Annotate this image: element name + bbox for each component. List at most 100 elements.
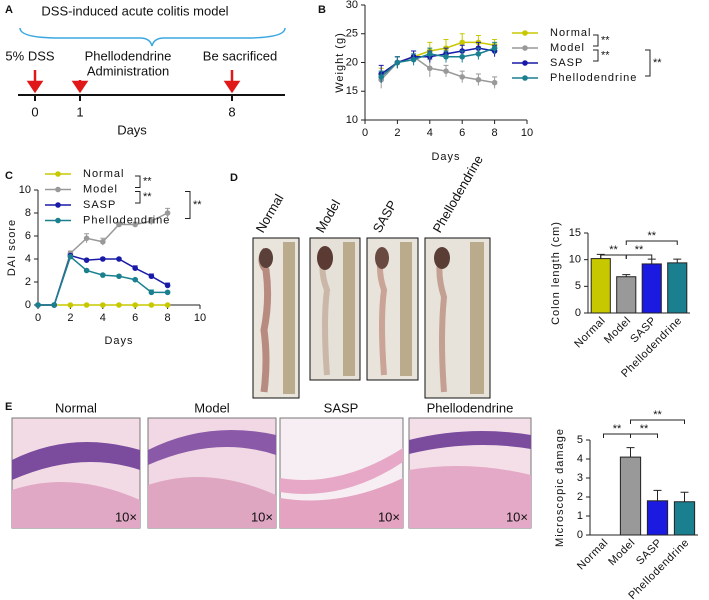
data-point xyxy=(67,302,74,308)
data-point xyxy=(475,76,482,83)
significance-label: ** xyxy=(143,176,152,188)
significance-label: ** xyxy=(653,57,662,69)
event-label: Be sacrificed xyxy=(203,48,277,63)
data-point xyxy=(491,45,498,51)
bar xyxy=(590,258,611,314)
significance-bracket xyxy=(185,191,191,219)
y-tick-label: 20 xyxy=(346,56,358,68)
data-point xyxy=(148,302,155,308)
y-axis-label: Weight (g) xyxy=(334,32,346,93)
brace xyxy=(19,27,286,47)
x-tick-label: Normal xyxy=(575,537,611,573)
x-tick-label: 0 xyxy=(35,312,41,324)
photo-label: Model xyxy=(313,197,344,235)
y-axis-label: Microscopic damage xyxy=(554,428,566,547)
data-point xyxy=(443,68,449,74)
bar xyxy=(619,456,642,536)
magnification: 10× xyxy=(251,509,273,524)
data-point xyxy=(116,302,122,308)
y-tick-label: 2 xyxy=(25,276,31,288)
x-tick-label: Normal xyxy=(572,315,608,351)
photo-label: Normal xyxy=(253,191,287,235)
timeline-title: DSS-induced acute colitis model xyxy=(41,3,228,18)
data-point xyxy=(427,51,433,57)
data-point xyxy=(100,256,106,262)
x-tick-label: 6 xyxy=(459,127,465,139)
significance-bracket xyxy=(630,419,685,424)
bar xyxy=(641,263,662,314)
legend-label: Model xyxy=(550,42,585,54)
significance-bracket xyxy=(625,254,653,259)
data-point xyxy=(459,53,466,60)
significance-label: ** xyxy=(193,199,202,211)
legend-marker xyxy=(55,202,61,208)
x-tick-label: Model xyxy=(602,315,633,346)
legend-label: Normal xyxy=(83,168,124,180)
data-point xyxy=(83,302,90,308)
photo-label: Phellodendrine xyxy=(430,153,486,236)
legend-marker xyxy=(522,45,528,51)
error-bar xyxy=(653,489,662,501)
legend-marker xyxy=(522,75,528,81)
data-point xyxy=(83,267,90,274)
significance-bracket xyxy=(630,433,658,438)
x-tick-label: 8 xyxy=(165,312,171,324)
x-tick-label: 6 xyxy=(132,312,138,324)
significance-bracket xyxy=(135,191,141,204)
significance-label: ** xyxy=(143,191,152,203)
day-label: 8 xyxy=(228,104,235,119)
photo-label: SASP xyxy=(370,198,400,236)
y-axis-label: Colon length (cm) xyxy=(550,221,562,325)
y-tick-label: 4 xyxy=(25,253,31,265)
error-bar xyxy=(647,258,656,264)
data-point xyxy=(83,235,90,242)
panel-letter: C xyxy=(5,170,13,182)
data-point xyxy=(132,276,138,283)
bar xyxy=(646,500,669,536)
data-point xyxy=(459,74,466,80)
panel-letter: A xyxy=(5,4,13,16)
histology-images xyxy=(11,417,532,529)
series-line xyxy=(38,255,168,306)
section-title: Model xyxy=(194,400,230,415)
data-point xyxy=(83,257,90,263)
y-tick-label: 0 xyxy=(25,299,31,311)
x-tick-label: 2 xyxy=(67,312,73,324)
y-tick-label: 3 xyxy=(577,472,583,484)
data-point xyxy=(132,221,138,228)
data-point xyxy=(475,51,482,57)
legend-label: SASP xyxy=(83,199,116,211)
error-bar xyxy=(680,491,689,502)
day-label: 0 xyxy=(31,104,38,119)
arrows xyxy=(26,70,241,94)
x-axis-label: Days xyxy=(431,151,460,163)
x-tick-label: 4 xyxy=(100,312,106,324)
data-point xyxy=(132,265,138,272)
error-bar xyxy=(673,258,682,263)
x-tick-label: 2 xyxy=(394,127,400,139)
data-point xyxy=(164,282,171,289)
colon-photos xyxy=(252,237,491,399)
y-tick-label: 6 xyxy=(25,230,31,242)
x-tick-label: Model xyxy=(606,537,637,568)
x-tick-label: 8 xyxy=(492,127,498,139)
legend-marker xyxy=(55,186,61,193)
timeline-axis-label: Days xyxy=(117,122,147,137)
legend-marker xyxy=(522,60,528,66)
section-title: SASP xyxy=(324,400,359,415)
bar xyxy=(667,262,688,314)
y-tick-label: 2 xyxy=(577,491,583,503)
significance-label: ** xyxy=(653,409,662,421)
legend-label: SASP xyxy=(550,57,583,69)
magnification: 10× xyxy=(378,509,400,524)
x-tick-label: 10 xyxy=(521,127,533,139)
data-point xyxy=(100,302,106,308)
y-axis-label: DAI score xyxy=(6,219,18,276)
significance-label: ** xyxy=(635,244,644,256)
legend-label: Normal xyxy=(550,27,591,39)
y-tick-label: 5 xyxy=(577,434,583,446)
x-tick-label: 0 xyxy=(362,127,368,139)
y-tick-label: 10 xyxy=(19,184,31,196)
bar xyxy=(673,501,696,536)
